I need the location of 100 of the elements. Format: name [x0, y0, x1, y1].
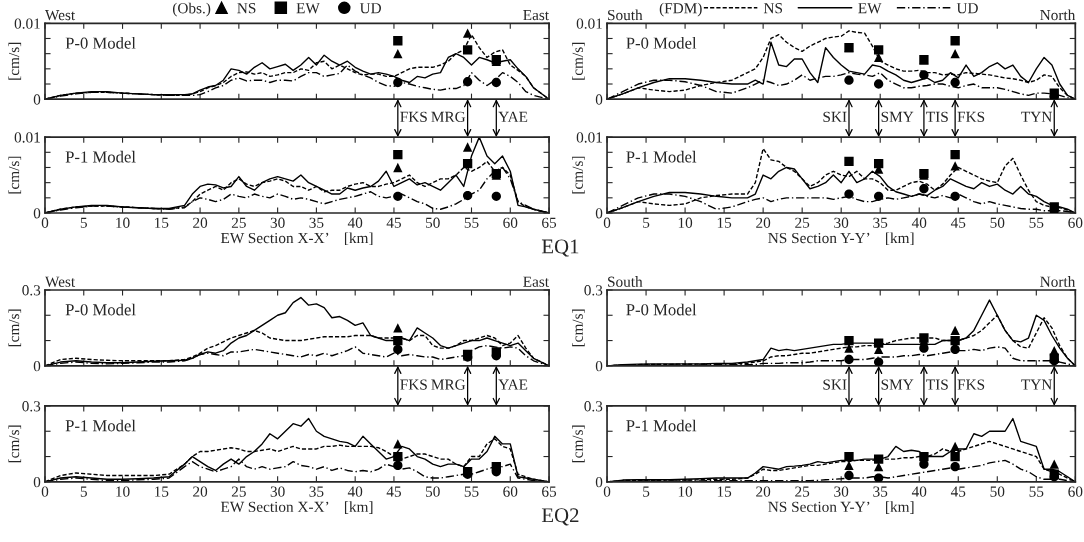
x-tick-label: 30 — [834, 217, 849, 228]
text: North — [1040, 276, 1076, 287]
y-tick-label: 0 — [33, 476, 41, 488]
x-tick-label: 15 — [717, 486, 732, 497]
y-tick-label: 0.3 — [584, 401, 603, 412]
x-tick-label: 25 — [795, 486, 810, 497]
x-tick-label: 10 — [678, 217, 693, 228]
x-tick-label: 35 — [873, 486, 888, 497]
text: P-1 Model — [626, 150, 697, 163]
text: TYN — [1021, 379, 1052, 390]
x-tick-label: 65 — [542, 217, 557, 228]
text: TIS — [926, 111, 948, 122]
x-tick-label: 60 — [503, 217, 518, 228]
text: South — [608, 9, 643, 21]
x-tick-label: 35 — [309, 217, 324, 228]
legend-label: NS — [763, 3, 783, 14]
x-tick-label: 60 — [1068, 486, 1083, 497]
text: East — [523, 10, 549, 21]
y-axis-title: [cm/s] — [572, 425, 585, 463]
text: East — [523, 276, 549, 287]
legend-title: (Obs.) — [172, 2, 211, 17]
x-tick-label: 20 — [756, 486, 771, 497]
x-tick-label: 30 — [270, 217, 285, 228]
x-tick-label: 15 — [717, 217, 732, 228]
text: South — [608, 276, 643, 287]
y-axis-title: [cm/s] — [8, 156, 22, 194]
text: P-1 Model — [65, 419, 136, 432]
text: MRG — [431, 111, 466, 122]
y-axis-title: [cm/s] — [8, 42, 22, 80]
text: EQ2 — [541, 508, 579, 526]
x-tick-label: 0 — [603, 486, 611, 497]
y-tick-label: 0 — [595, 94, 603, 105]
text: West — [45, 10, 76, 21]
x-tick-label: 45 — [386, 486, 401, 497]
text: SKI — [823, 111, 847, 122]
y-axis-title: [cm/s] — [572, 309, 585, 347]
x-tick-label: 40 — [911, 486, 927, 497]
x-tick-label: 55 — [1029, 486, 1044, 497]
x-tick-label: 20 — [756, 217, 771, 228]
text: MRG — [431, 379, 466, 390]
x-tick-label: 20 — [193, 486, 208, 497]
x-tick-label: 60 — [1068, 217, 1083, 228]
x-axis-title: EW Section X-X’ [km] — [220, 501, 373, 514]
y-tick-label: 0 — [595, 208, 603, 219]
x-tick-label: 0 — [41, 217, 49, 228]
x-tick-label: 20 — [193, 217, 208, 228]
x-tick-label: 10 — [678, 486, 693, 497]
x-tick-label: 10 — [116, 486, 130, 497]
text: FKS — [957, 111, 985, 122]
text: P-0 Model — [65, 303, 136, 316]
text: FKS — [400, 111, 427, 122]
y-tick-label: 0 — [595, 476, 603, 488]
legend-label: EW — [858, 3, 882, 14]
text: North — [1040, 9, 1076, 21]
y-axis-title: [cm/s] — [572, 42, 585, 80]
text: SKI — [823, 379, 847, 390]
text: FKS — [400, 379, 427, 390]
x-tick-label: 30 — [270, 486, 285, 497]
legend-label: NS — [237, 3, 256, 14]
x-tick-label: 65 — [542, 486, 557, 497]
y-tick-label: 0 — [33, 94, 41, 105]
y-tick-label: 0.01 — [576, 18, 602, 29]
x-tick-label: 40 — [911, 217, 927, 228]
x-tick-label: 45 — [950, 217, 966, 228]
x-tick-label: 55 — [464, 217, 479, 228]
text: P-0 Model — [626, 303, 697, 316]
y-tick-label: 0.01 — [14, 18, 40, 29]
y-tick-label: 0 — [33, 208, 41, 219]
x-tick-label: 10 — [116, 217, 130, 228]
x-tick-label: 5 — [643, 217, 650, 228]
y-tick-label: 0 — [33, 360, 41, 372]
x-tick-label: 5 — [80, 486, 87, 497]
legend-label: UD — [956, 3, 978, 14]
y-tick-label: 0.01 — [576, 132, 602, 143]
x-tick-label: 50 — [425, 486, 440, 497]
text: P-0 Model — [626, 37, 697, 49]
x-tick-label: 5 — [80, 217, 87, 228]
text: SMY — [881, 379, 914, 390]
y-tick-label: 0 — [595, 360, 603, 372]
x-tick-label: 55 — [1029, 217, 1044, 228]
text: TYN — [1021, 111, 1052, 122]
x-tick-label: 50 — [425, 217, 440, 228]
y-axis-title: [cm/s] — [8, 425, 22, 463]
text: FKS — [957, 379, 985, 390]
text: TIS — [926, 379, 948, 390]
x-tick-label: 30 — [834, 486, 849, 497]
text: YAE — [498, 111, 528, 122]
x-tick-label: 0 — [41, 486, 49, 497]
x-tick-label: 45 — [386, 217, 401, 228]
text: P-1 Model — [65, 150, 136, 163]
x-tick-label: 45 — [950, 486, 966, 497]
x-tick-label: 15 — [155, 486, 169, 497]
y-tick-label: 0.3 — [22, 401, 41, 412]
y-tick-label: 0.3 — [22, 285, 41, 296]
text: P-0 Model — [65, 37, 136, 49]
x-axis-title: EW Section X-X’ [km] — [220, 232, 373, 246]
x-tick-label: 55 — [464, 486, 479, 497]
x-tick-label: 25 — [231, 486, 246, 497]
y-axis-title: [cm/s] — [572, 156, 585, 194]
y-tick-label: 0.01 — [14, 132, 40, 143]
